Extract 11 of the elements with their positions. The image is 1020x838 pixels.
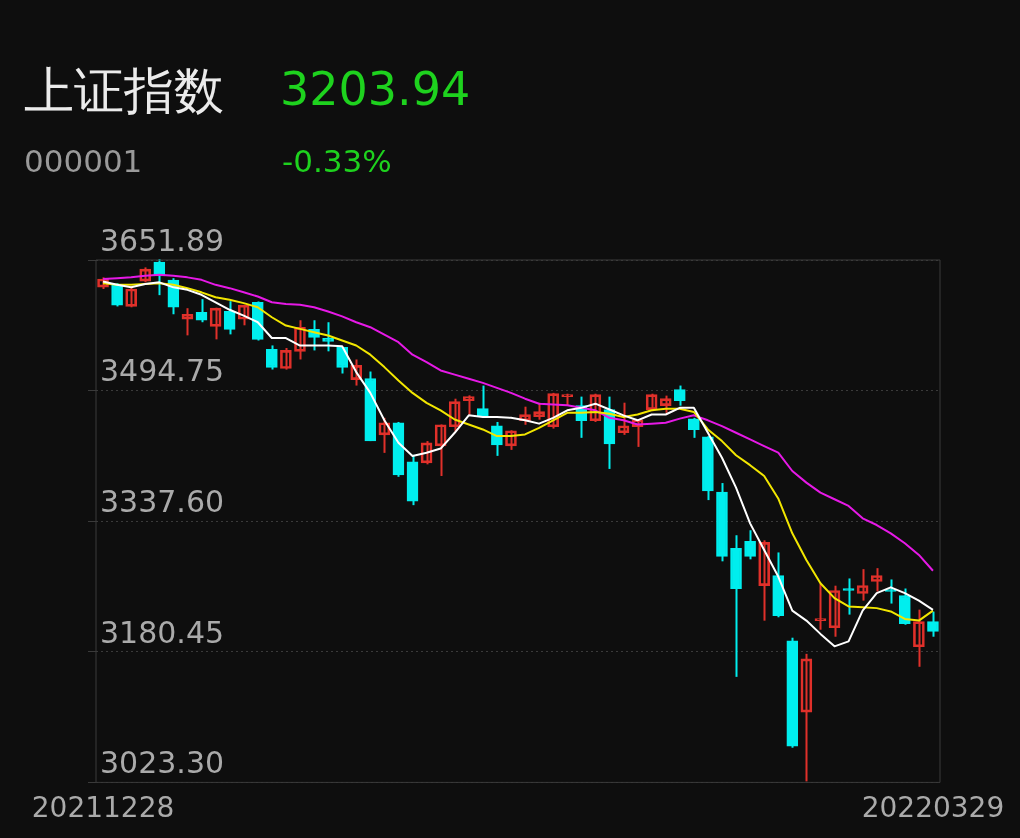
y-tick-label: 3651.89: [100, 222, 225, 258]
text: -0.33%: [282, 143, 392, 179]
text: 3203.94: [280, 62, 471, 116]
y-tick-label: 3180.45: [100, 614, 225, 650]
y-tick-label: 3023.30: [100, 745, 225, 781]
chart-subtitle: 000001: [24, 143, 143, 179]
y-tick-label: 3494.75: [100, 353, 225, 389]
x-tick-label: 20220329: [861, 791, 1005, 825]
x-tick-label: 20211228: [31, 791, 175, 825]
chart-title: 上证指数: [24, 61, 224, 122]
y-tick-label: 3337.60: [100, 483, 225, 519]
